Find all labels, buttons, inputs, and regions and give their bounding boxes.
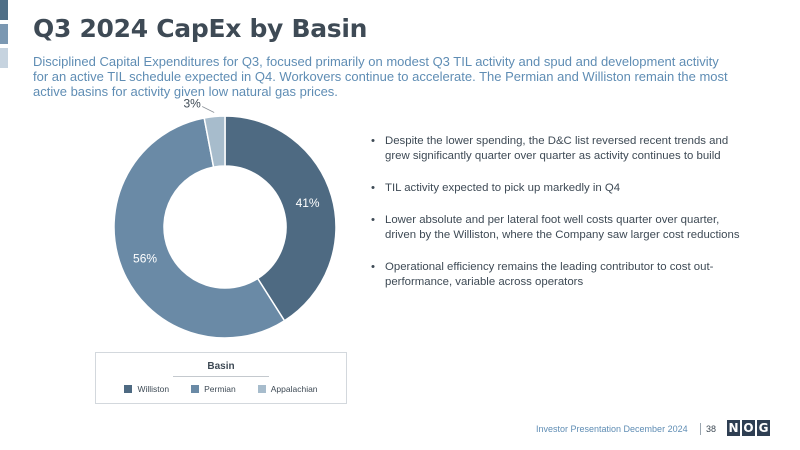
bullet-item: TIL activity expected to pick up markedl… <box>371 181 751 196</box>
accent-bar-top <box>0 0 8 20</box>
legend-swatch-williston <box>124 385 133 393</box>
slice-label-permian: 56% <box>133 252 157 266</box>
logo-letter-o: O <box>742 420 755 436</box>
bullet-item: Despite the lower spending, the D&C list… <box>371 134 751 164</box>
legend-title: Basin <box>207 361 235 372</box>
slice-appalachian <box>203 115 226 168</box>
legend-label-appalachian: Appalachian <box>270 384 318 394</box>
page-title: Q3 2024 CapEx by Basin <box>33 14 368 43</box>
bullet-list: Despite the lower spending, the D&C list… <box>371 134 751 307</box>
page-subtitle: Disciplined Capital Expenditures for Q3,… <box>33 54 728 99</box>
legend-swatch-permian <box>191 385 200 393</box>
slice-permian <box>113 117 286 339</box>
donut-chart: 41% 56% 3% <box>113 97 337 339</box>
legend-label-williston: Williston <box>137 384 170 394</box>
chart-legend: Basin Williston Permian Appalachian <box>95 352 347 404</box>
footer-text: Investor Presentation December 2024 <box>536 424 688 434</box>
legend-item-permian: Permian <box>191 384 236 394</box>
slice-williston <box>224 115 337 322</box>
slice-label-williston: 41% <box>296 196 320 210</box>
company-logo: N O G <box>727 420 770 436</box>
accent-bar-middle <box>0 24 8 44</box>
logo-letter-g: G <box>757 420 770 436</box>
logo-letter-n: N <box>727 420 740 436</box>
legend-label-permian: Permian <box>204 384 236 394</box>
legend-items: Williston Permian Appalachian <box>96 384 346 394</box>
page-number: 38 <box>706 424 717 434</box>
slice-label-appalachian: 3% <box>184 97 202 111</box>
slice-leader-appalachian <box>201 106 215 113</box>
legend-divider <box>173 376 269 377</box>
footer-separator <box>700 423 701 435</box>
legend-item-appalachian: Appalachian <box>257 384 318 394</box>
accent-bar-bottom <box>0 48 8 68</box>
legend-swatch-appalachian <box>257 385 266 393</box>
bullet-item: Lower absolute and per lateral foot well… <box>371 213 751 243</box>
bullet-item: Operational efficiency remains the leadi… <box>371 260 751 290</box>
legend-item-williston: Williston <box>124 384 169 394</box>
